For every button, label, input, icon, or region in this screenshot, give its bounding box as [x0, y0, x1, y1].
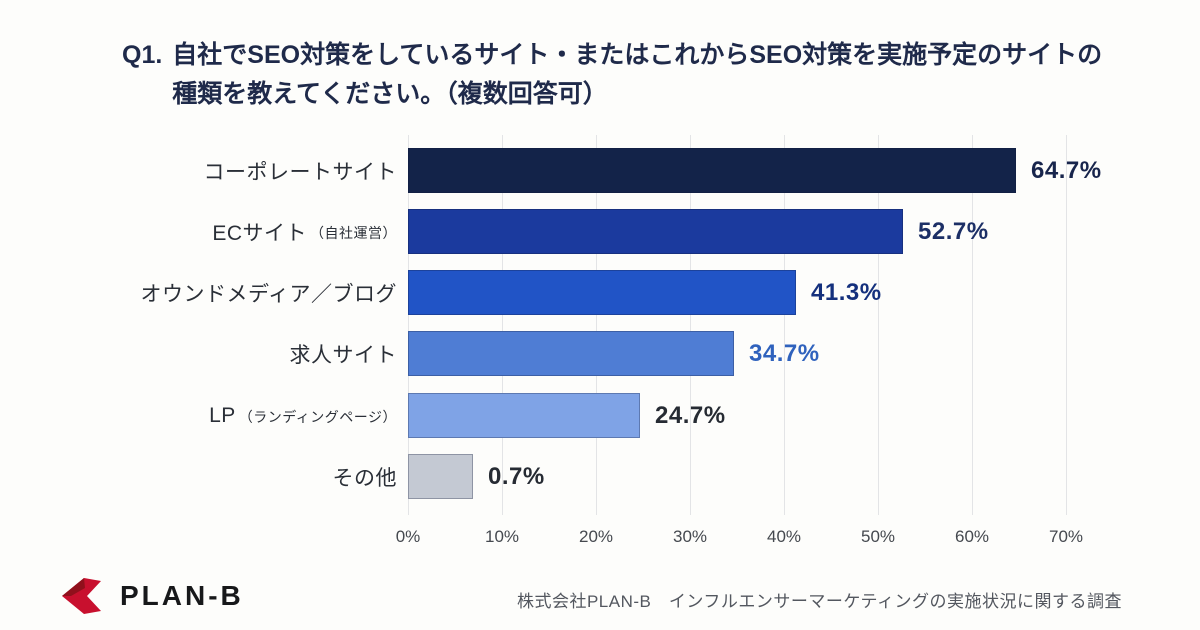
bar-row: ECサイト （自社運営） 52.7% [0, 209, 1200, 254]
gridline [408, 135, 409, 515]
bar [408, 148, 1016, 193]
gridline [596, 135, 597, 515]
bar-row: コーポレートサイト 64.7% [0, 148, 1200, 193]
category-sub: （自社運営） [310, 225, 397, 241]
gridline [972, 135, 973, 515]
bar [408, 331, 734, 376]
category-label: LP （ランディングページ） [0, 404, 408, 428]
category-main: 求人サイト [289, 343, 397, 367]
chart-title: Q1. 自社でSEO対策をしているサイト・またはこれからSEO対策を実施予定のサ… [122, 36, 1102, 114]
category-label: その他 [0, 462, 408, 492]
value-label: 41.3% [811, 278, 882, 306]
category-main: その他 [332, 466, 397, 490]
category-label: ECサイト （自社運営） [0, 217, 408, 247]
category-main: コーポレートサイト [203, 160, 397, 184]
bar-row: 求人サイト 34.7% [0, 331, 1200, 376]
value-label: 24.7% [655, 401, 726, 429]
value-label: 64.7% [1031, 156, 1102, 184]
category-label: コーポレートサイト [0, 156, 408, 186]
bar [408, 270, 796, 315]
title-line-2: 種類を教えてください。（複数回答可） [172, 80, 608, 108]
category-label: 求人サイト [0, 339, 408, 369]
bar [408, 393, 640, 438]
title-line-1: 自社でSEO対策をしているサイト・またはこれからSEO対策を実施予定のサイトの [172, 41, 1103, 69]
category-main: ECサイト [212, 221, 307, 245]
value-label: 52.7% [918, 217, 989, 245]
category-main: LP [209, 403, 236, 427]
category-sub: （ランディングページ） [238, 409, 397, 425]
x-tick-label: 50% [860, 527, 896, 546]
category-main: オウンドメディア／ブログ [140, 282, 397, 306]
x-tick-label: 70% [1048, 527, 1084, 546]
gridline [1066, 135, 1067, 515]
bar-row: オウンドメディア／ブログ 41.3% [0, 270, 1200, 315]
bar [408, 454, 473, 499]
value-label: 0.7% [488, 462, 545, 490]
bar-row: その他 0.7% [0, 454, 1200, 499]
x-tick-label: 0% [395, 527, 421, 546]
plan-b-logo-text: PLAN-B [120, 580, 244, 611]
bar-row: LP （ランディングページ） 24.7% [0, 393, 1200, 438]
x-tick-label: 40% [766, 527, 802, 546]
value-label: 34.7% [749, 339, 820, 367]
x-tick-label: 20% [578, 527, 614, 546]
x-tick-label: 60% [954, 527, 990, 546]
gridline [502, 135, 503, 515]
x-tick-label: 30% [672, 527, 708, 546]
x-axis: 0% 10% 20% 30% 40% 50% 60% 70% [0, 527, 1200, 549]
gridline [690, 135, 691, 515]
category-label: オウンドメディア／ブログ [0, 278, 408, 308]
gridline [878, 135, 879, 515]
bar [408, 209, 903, 254]
plan-b-logo: PLAN-B [60, 577, 244, 615]
question-number: Q1. [122, 41, 163, 69]
bar-chart-plot-area [408, 135, 1068, 515]
gridline [784, 135, 785, 515]
plan-b-chevron-icon [62, 578, 101, 614]
x-tick-label: 10% [484, 527, 520, 546]
survey-credit-text: 株式会社PLAN-B インフルエンサーマーケティングの実施状況に関する調査 [516, 592, 1122, 611]
